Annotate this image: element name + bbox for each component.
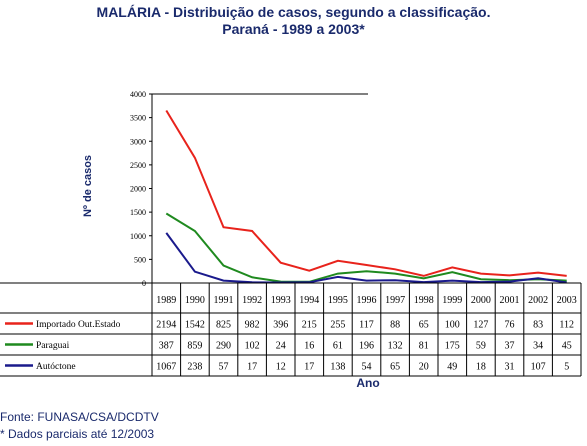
data-value: 61 (333, 341, 343, 352)
data-value: 175 (445, 341, 460, 352)
data-value: 2194 (156, 320, 176, 331)
data-value: 112 (559, 320, 574, 331)
data-value: 255 (330, 320, 345, 331)
data-value: 290 (216, 341, 231, 352)
series-name: Autóctone (36, 362, 76, 372)
year-label: 1995 (328, 295, 348, 306)
data-value: 100 (445, 320, 460, 331)
data-value: 76 (505, 320, 515, 331)
data-value: 17 (247, 362, 257, 373)
year-label: 1992 (242, 295, 262, 306)
data-value: 54 (362, 362, 372, 373)
year-label: 2001 (500, 295, 520, 306)
y-tick-label: 1500 (130, 208, 146, 217)
y-tick-label: 4000 (130, 90, 146, 99)
data-value: 215 (302, 320, 317, 331)
data-value: 12 (276, 362, 286, 373)
partial-data-note: * Dados parciais até 12/2003 (0, 427, 155, 441)
data-value: 102 (245, 341, 260, 352)
year-label: 1989 (156, 295, 176, 306)
data-value: 132 (388, 341, 403, 352)
data-value: 34 (533, 341, 543, 352)
data-value: 18 (476, 362, 486, 373)
data-value: 88 (390, 320, 400, 331)
data-value: 982 (245, 320, 260, 331)
year-label: 1997 (385, 295, 405, 306)
year-label: 1991 (214, 295, 234, 306)
data-value: 65 (390, 362, 400, 373)
source-note: Fonte: FUNASA/CSA/DCDTV (0, 410, 159, 424)
year-label: 2002 (528, 295, 548, 306)
data-value: 81 (419, 341, 429, 352)
y-tick-label: 3000 (130, 137, 146, 146)
x-axis-label: Ano (356, 376, 379, 390)
data-value: 387 (159, 341, 174, 352)
year-label: 2003 (557, 295, 577, 306)
data-value: 859 (187, 341, 202, 352)
y-tick-label: 500 (134, 255, 146, 264)
data-value: 138 (330, 362, 345, 373)
data-value: 57 (219, 362, 229, 373)
data-value: 117 (359, 320, 374, 331)
y-tick-label: 1000 (130, 232, 146, 241)
data-value: 1542 (185, 320, 205, 331)
data-value: 107 (531, 362, 546, 373)
year-label: 1994 (299, 295, 319, 306)
data-value: 196 (359, 341, 374, 352)
data-value: 20 (419, 362, 429, 373)
data-value: 1067 (156, 362, 176, 373)
chart-title: MALÁRIA - Distribuição de casos, segundo… (96, 4, 491, 20)
data-value: 24 (276, 341, 286, 352)
series-name: Paraguai (36, 341, 70, 351)
year-label: 2000 (471, 295, 491, 306)
data-value: 17 (304, 362, 314, 373)
y-tick-label: 2500 (130, 161, 146, 170)
series-line-2 (165, 212, 567, 283)
data-value: 5 (564, 362, 569, 373)
year-label: 1998 (414, 295, 434, 306)
y-tick-label: 3500 (130, 114, 146, 123)
data-value: 59 (476, 341, 486, 352)
data-value: 49 (447, 362, 457, 373)
series-name: Importado Out.Estado (36, 320, 121, 330)
year-label: 1990 (185, 295, 205, 306)
data-value: 396 (273, 320, 288, 331)
series-line-3 (165, 232, 567, 284)
chart-subtitle: Paraná - 1989 a 2003* (222, 21, 365, 37)
data-value: 65 (419, 320, 429, 331)
data-value: 825 (216, 320, 231, 331)
data-value: 31 (505, 362, 515, 373)
year-label: 1996 (357, 295, 377, 306)
data-value: 238 (187, 362, 202, 373)
data-value: 16 (304, 341, 314, 352)
data-value: 127 (473, 320, 488, 331)
year-label: 1999 (442, 295, 462, 306)
data-value: 45 (562, 341, 572, 352)
year-label: 1993 (271, 295, 291, 306)
series-line-1 (165, 109, 567, 277)
data-value: 37 (505, 341, 515, 352)
y-tick-label: 2000 (130, 185, 146, 194)
data-value: 83 (533, 320, 543, 331)
y-axis-label: Nº de casos (82, 155, 94, 217)
